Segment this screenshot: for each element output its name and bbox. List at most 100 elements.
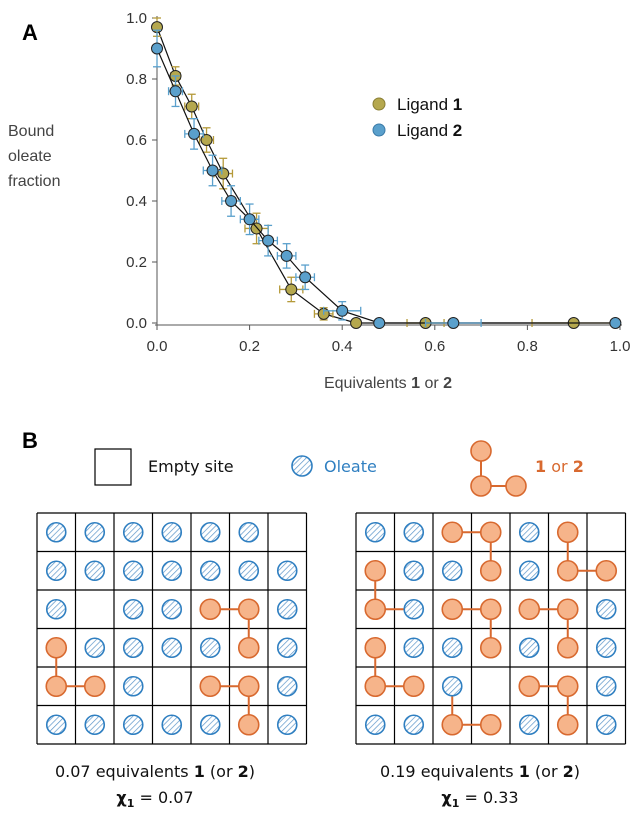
x-tick-label: 1.0 [610, 338, 631, 355]
oleate-site [403, 521, 425, 543]
data-point [299, 271, 312, 284]
y-tick-label: 0.8 [126, 71, 147, 88]
oleate-site [84, 637, 106, 659]
ligand-site [556, 636, 579, 659]
legend-marker-ligand-1 [372, 97, 386, 111]
ligand-site [364, 675, 387, 698]
series-2 [151, 29, 622, 329]
oleate-site [199, 637, 221, 659]
oleate-site [238, 560, 260, 582]
legend-label-ligand-2: Ligand 2 [397, 121, 462, 140]
oleate-site [276, 714, 298, 736]
oleate-site [595, 714, 617, 736]
oleate-site [122, 598, 144, 620]
y-axis-label-line-1: Bound [8, 123, 54, 140]
x-tick-label: 0.2 [239, 338, 260, 355]
empty-site-label: Empty site [148, 457, 234, 476]
oleate-site [595, 637, 617, 659]
data-point [336, 304, 349, 317]
ligand-site [556, 521, 579, 544]
ligand-site [479, 598, 502, 621]
ligand-site [237, 713, 260, 736]
ligand-site [237, 598, 260, 621]
oleate-site [161, 521, 183, 543]
oleate-site [276, 560, 298, 582]
oleate-site [122, 675, 144, 697]
right-grid-chi: χ1 = 0.33 [441, 788, 518, 810]
oleate-site [276, 598, 298, 620]
x-tick-label: 0.8 [517, 338, 538, 355]
oleate-site [84, 560, 106, 582]
y-axis-label-line-2: oleate [8, 148, 52, 165]
oleate-site [595, 598, 617, 620]
data-point [447, 317, 460, 329]
series-1 [151, 17, 617, 329]
ligand-legend-label: 1 or 2 [535, 457, 584, 476]
oleate-site [441, 560, 463, 582]
legend-marker-ligand-2 [372, 123, 386, 137]
oleate-site [161, 560, 183, 582]
lattice-grid-left [36, 512, 308, 745]
right-grid-caption: 0.19 equivalents 1 (or 2) [380, 762, 580, 781]
oleate-site [122, 637, 144, 659]
bound-oleate-chart: 0.0 0.2 0.4 0.6 0.8 1.0 0.0 0.2 0.4 0.6 0.8 1.0 [126, 10, 630, 355]
oleate-site [441, 675, 463, 697]
oleate-site [122, 560, 144, 582]
ligand-site [595, 559, 618, 582]
ligand-site [479, 559, 502, 582]
ligand-site [479, 713, 502, 736]
ligand-site [45, 675, 68, 698]
oleate-site [199, 521, 221, 543]
oleate-site [403, 714, 425, 736]
ligand-site [556, 675, 579, 698]
oleate-site [364, 521, 386, 543]
ligand-site [237, 675, 260, 698]
ligand-site [479, 521, 502, 544]
oleate-site [84, 714, 106, 736]
data-point [373, 317, 386, 329]
ligand-site [441, 521, 464, 544]
left-grid-chi: χ1 = 0.07 [116, 788, 193, 810]
data-point [262, 234, 275, 247]
oleate-site [199, 714, 221, 736]
oleate-site [403, 560, 425, 582]
oleate-site [45, 714, 67, 736]
diagram-legend: Empty site Oleate 1 or 2 [94, 440, 584, 497]
oleate-site [122, 521, 144, 543]
ligand-site [237, 636, 260, 659]
ligand-site [479, 636, 502, 659]
panel-b-letter: B [22, 428, 38, 453]
x-tick-label: 0.0 [147, 338, 168, 355]
y-axis-label-line-3: fraction [8, 173, 60, 190]
data-point [243, 213, 256, 226]
oleate-site [276, 637, 298, 659]
ligand-site [199, 598, 222, 621]
oleate-site [595, 675, 617, 697]
oleate-site [364, 714, 386, 736]
oleate-site [161, 637, 183, 659]
data-point [609, 317, 622, 329]
ligand-site [45, 636, 68, 659]
oleate-site [45, 598, 67, 620]
ligand-site [518, 675, 541, 698]
ligand-site [518, 598, 541, 621]
panel-a-letter: A [22, 20, 38, 45]
ligand-site [83, 675, 106, 698]
data-point [169, 85, 182, 98]
oleate-site [276, 675, 298, 697]
ligand-site [556, 598, 579, 621]
ligand-site [556, 559, 579, 582]
oleate-site [518, 560, 540, 582]
data-point [151, 42, 163, 55]
data-point [285, 283, 298, 296]
oleate-site [45, 521, 67, 543]
ligand-site [364, 559, 387, 582]
empty-site-legend-square [94, 448, 132, 486]
oleate-site [161, 598, 183, 620]
ligand-site [441, 598, 464, 621]
ligand-site [441, 713, 464, 736]
x-axis-label: Equivalents 1 or 2 [324, 375, 452, 392]
x-tick-label: 0.6 [424, 338, 445, 355]
ligand-site [364, 636, 387, 659]
